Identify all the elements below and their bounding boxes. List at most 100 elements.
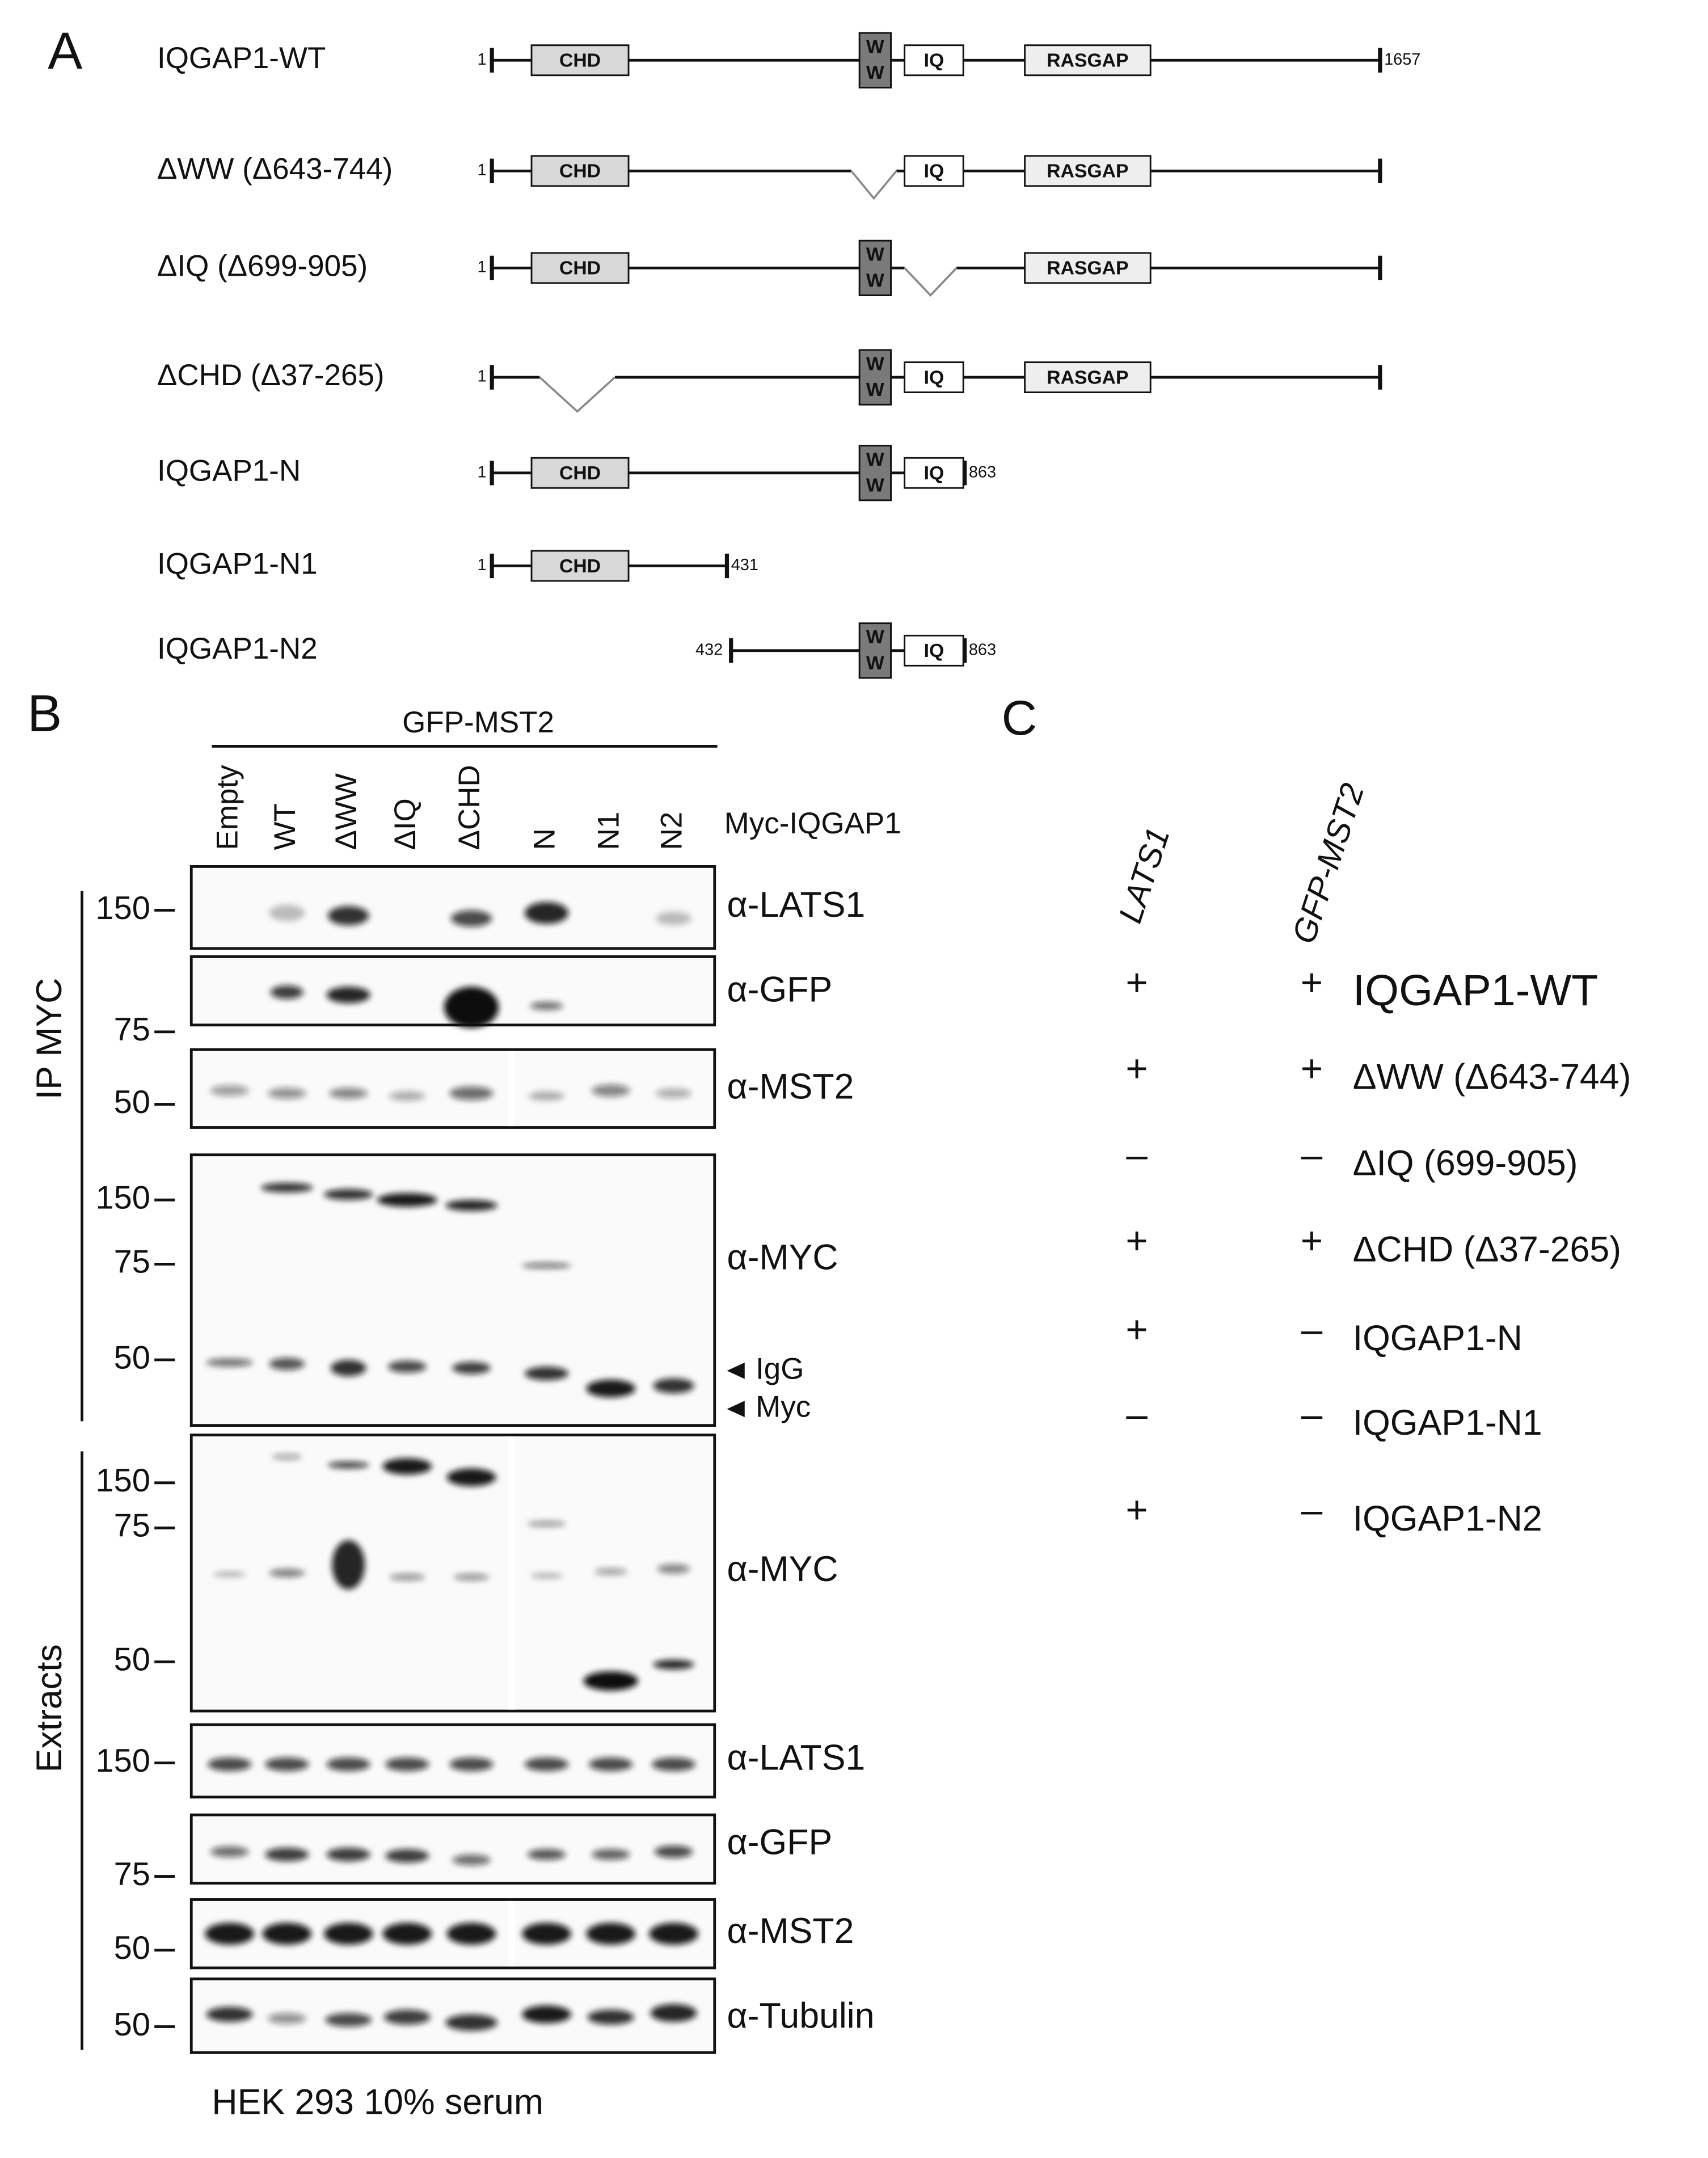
band: [522, 2005, 571, 2024]
band: [206, 1358, 253, 1367]
end-number: 431: [731, 556, 758, 574]
chd-domain-label: CHD: [559, 50, 601, 71]
band: [270, 985, 303, 1000]
splice-gap: [508, 1051, 516, 1127]
chd-domain-label: CHD: [559, 258, 601, 279]
deletion: [539, 376, 616, 413]
band: [210, 1085, 249, 1097]
chd-domain: [530, 44, 630, 77]
start-number: 1: [477, 50, 486, 69]
marker-label: 150: [96, 890, 150, 926]
marker-label: 50: [114, 1084, 150, 1120]
chd-domain-label: CHD: [559, 555, 601, 577]
blot-frame: [189, 865, 716, 950]
iq-domain: [904, 44, 964, 77]
construct-name: IQGAP1-N: [157, 454, 301, 488]
chd-domain-label: CHD: [559, 462, 601, 484]
band: [385, 1849, 429, 1863]
rasgap-domain-label: RASGAP: [1047, 50, 1128, 71]
iq-domain: [904, 155, 964, 187]
band: [269, 904, 305, 921]
rasgap-domain: [1024, 252, 1152, 284]
marker-label: 50: [114, 1339, 150, 1376]
chd-domain: [530, 252, 630, 284]
splice-gap: [508, 1900, 516, 1967]
end-number: 863: [969, 463, 996, 481]
band: [586, 1379, 636, 1398]
start-number: 1: [477, 556, 486, 574]
band: [450, 910, 492, 927]
band: [587, 2009, 634, 2025]
ww-domain-label: W: [866, 652, 884, 674]
bands: [206, 1183, 694, 1398]
band: [527, 1521, 566, 1527]
lane-label: WT: [268, 803, 302, 850]
band: [325, 2013, 372, 2027]
lats1-result: –: [1126, 1133, 1148, 1176]
splice-gap: [508, 1436, 516, 1710]
band: [589, 1757, 633, 1772]
rasgap-domain: [1024, 361, 1152, 394]
lane-label: ΔCHD: [453, 765, 486, 850]
chd-domain: [530, 550, 630, 582]
iq-domain: [904, 457, 964, 489]
side-label: IP MYC: [29, 978, 69, 1100]
mst2-result: +: [1301, 1048, 1323, 1090]
panel-label: C: [1002, 691, 1038, 745]
rasgap-domain-label: RASGAP: [1047, 258, 1128, 279]
lats1-result: –: [1126, 1393, 1148, 1436]
band: [446, 1923, 496, 1945]
blot: α-LATS1 150: [96, 865, 865, 950]
ww-domain-label: W: [866, 475, 884, 496]
marker-label: 150: [96, 1179, 150, 1216]
mst2-result: –: [1301, 1489, 1323, 1532]
band: [205, 1923, 255, 1945]
start-number: 1: [477, 161, 486, 179]
blot-frame: [189, 1813, 716, 1885]
blot-frame: [189, 1048, 716, 1129]
mst2-result: –: [1301, 1309, 1323, 1351]
blot-frame: [189, 1977, 716, 2054]
blot-frame: [189, 1153, 716, 1427]
iq-domain-label: IQ: [924, 462, 944, 484]
blot: α-MYC 150 75 50 IgG Myc: [96, 1153, 838, 1427]
chd-domain-label: CHD: [559, 161, 601, 182]
bands: [205, 1923, 698, 1945]
ww-domain: [858, 622, 892, 679]
lane-label: N1: [592, 812, 626, 850]
band: [330, 1360, 366, 1376]
construct-name: ΔCHD (Δ37-265): [157, 359, 385, 392]
band: [522, 1923, 571, 1945]
band: [385, 1757, 429, 1772]
band: [656, 911, 691, 926]
band: [323, 1188, 373, 1200]
band: [656, 1088, 691, 1098]
treatment-label: GFP-MST2: [402, 706, 554, 739]
band: [326, 987, 370, 1004]
band: [329, 1088, 368, 1099]
lane-label: Empty: [211, 765, 244, 850]
bands: [206, 2004, 697, 2031]
footer: HEK 293 10% serum: [212, 2082, 543, 2122]
end-number: 1657: [1384, 50, 1420, 69]
band: [446, 1468, 496, 1486]
lane-header: Myc-IQGAP1: [724, 807, 901, 840]
marker-label: 75: [114, 1508, 150, 1544]
construct-name: IQGAP1-WT: [157, 41, 326, 75]
rasgap-domain-label: RASGAP: [1047, 161, 1128, 182]
lats1-result: +: [1125, 1220, 1148, 1262]
lats1-result: +: [1125, 1309, 1148, 1351]
mst2-result: –: [1301, 1393, 1323, 1436]
lats1-result: +: [1125, 1489, 1148, 1532]
mst2-result: –: [1301, 1133, 1323, 1176]
band: [524, 902, 569, 924]
band: [383, 2009, 431, 2025]
lats1-result: +: [1125, 962, 1148, 1004]
start-number: 432: [695, 640, 723, 659]
lane-label: N2: [655, 812, 689, 850]
antibody-label: α-LATS1: [727, 1738, 865, 1777]
iq-domain-label: IQ: [924, 161, 944, 182]
band: [268, 1088, 306, 1099]
band: [326, 1847, 370, 1862]
